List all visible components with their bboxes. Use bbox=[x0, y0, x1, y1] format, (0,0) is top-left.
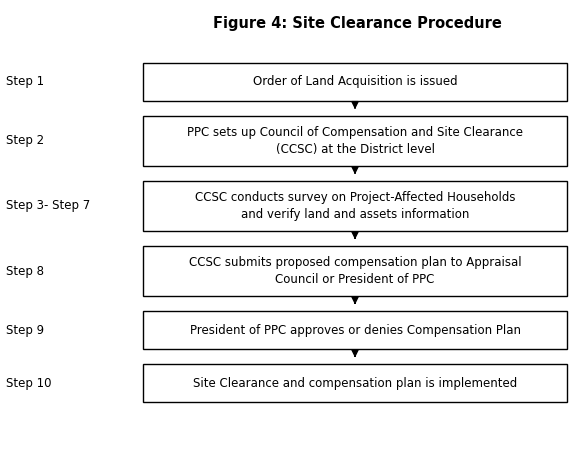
Text: CCSC conducts survey on Project-Affected Households
and verify land and assets i: CCSC conducts survey on Project-Affected… bbox=[195, 191, 515, 221]
Bar bbox=[143, 246, 567, 296]
Text: Step 8: Step 8 bbox=[6, 265, 44, 278]
Text: Site Clearance and compensation plan is implemented: Site Clearance and compensation plan is … bbox=[193, 377, 517, 390]
Text: CCSC submits proposed compensation plan to Appraisal
Council or President of PPC: CCSC submits proposed compensation plan … bbox=[189, 256, 521, 286]
Bar bbox=[143, 364, 567, 402]
Text: Figure 4: Site Clearance Procedure: Figure 4: Site Clearance Procedure bbox=[214, 16, 502, 31]
Bar bbox=[143, 181, 567, 231]
Text: Step 9: Step 9 bbox=[6, 324, 44, 337]
Text: Step 3- Step 7: Step 3- Step 7 bbox=[6, 199, 90, 213]
Bar bbox=[143, 311, 567, 349]
Text: PPC sets up Council of Compensation and Site Clearance
(CCSC) at the District le: PPC sets up Council of Compensation and … bbox=[187, 126, 523, 156]
Text: Step 1: Step 1 bbox=[6, 75, 44, 88]
Text: President of PPC approves or denies Compensation Plan: President of PPC approves or denies Comp… bbox=[190, 324, 520, 337]
Text: Step 10: Step 10 bbox=[6, 377, 51, 390]
Bar bbox=[143, 116, 567, 166]
Bar bbox=[143, 63, 567, 101]
Text: Order of Land Acquisition is issued: Order of Land Acquisition is issued bbox=[253, 75, 457, 88]
Text: Step 2: Step 2 bbox=[6, 134, 44, 147]
